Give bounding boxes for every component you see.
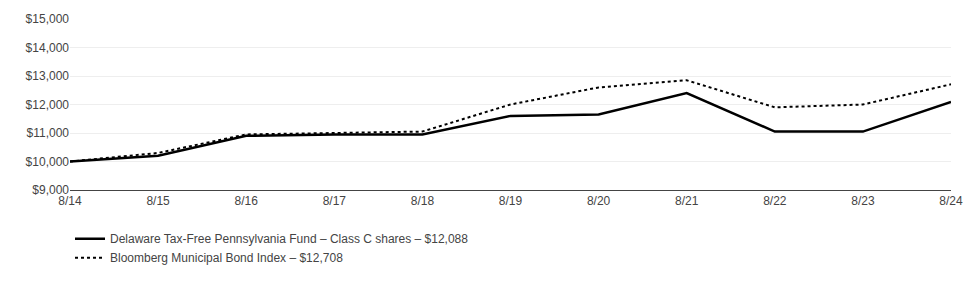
svg-text:$14,000: $14,000 [26,41,70,55]
svg-text:8/22: 8/22 [763,194,787,208]
svg-text:8/15: 8/15 [146,194,170,208]
svg-text:8/20: 8/20 [587,194,611,208]
svg-text:$10,000: $10,000 [26,155,70,169]
svg-text:$11,000: $11,000 [27,126,70,140]
svg-text:Delaware Tax-Free Pennsylvania: Delaware Tax-Free Pennsylvania Fund – Cl… [110,232,468,246]
svg-text:$13,000: $13,000 [26,69,70,83]
svg-text:8/14: 8/14 [58,194,82,208]
svg-text:$15,000: $15,000 [26,12,70,26]
svg-text:8/23: 8/23 [851,194,875,208]
svg-text:8/19: 8/19 [499,194,523,208]
svg-text:$12,000: $12,000 [26,98,70,112]
svg-text:8/17: 8/17 [323,194,347,208]
svg-text:Bloomberg Municipal Bond Index: Bloomberg Municipal Bond Index – $12,708 [110,251,343,265]
svg-text:8/18: 8/18 [411,194,435,208]
svg-text:8/16: 8/16 [235,194,259,208]
svg-text:8/24: 8/24 [939,194,963,208]
svg-text:8/21: 8/21 [675,194,699,208]
svg-text:$9,000: $9,000 [32,183,69,197]
